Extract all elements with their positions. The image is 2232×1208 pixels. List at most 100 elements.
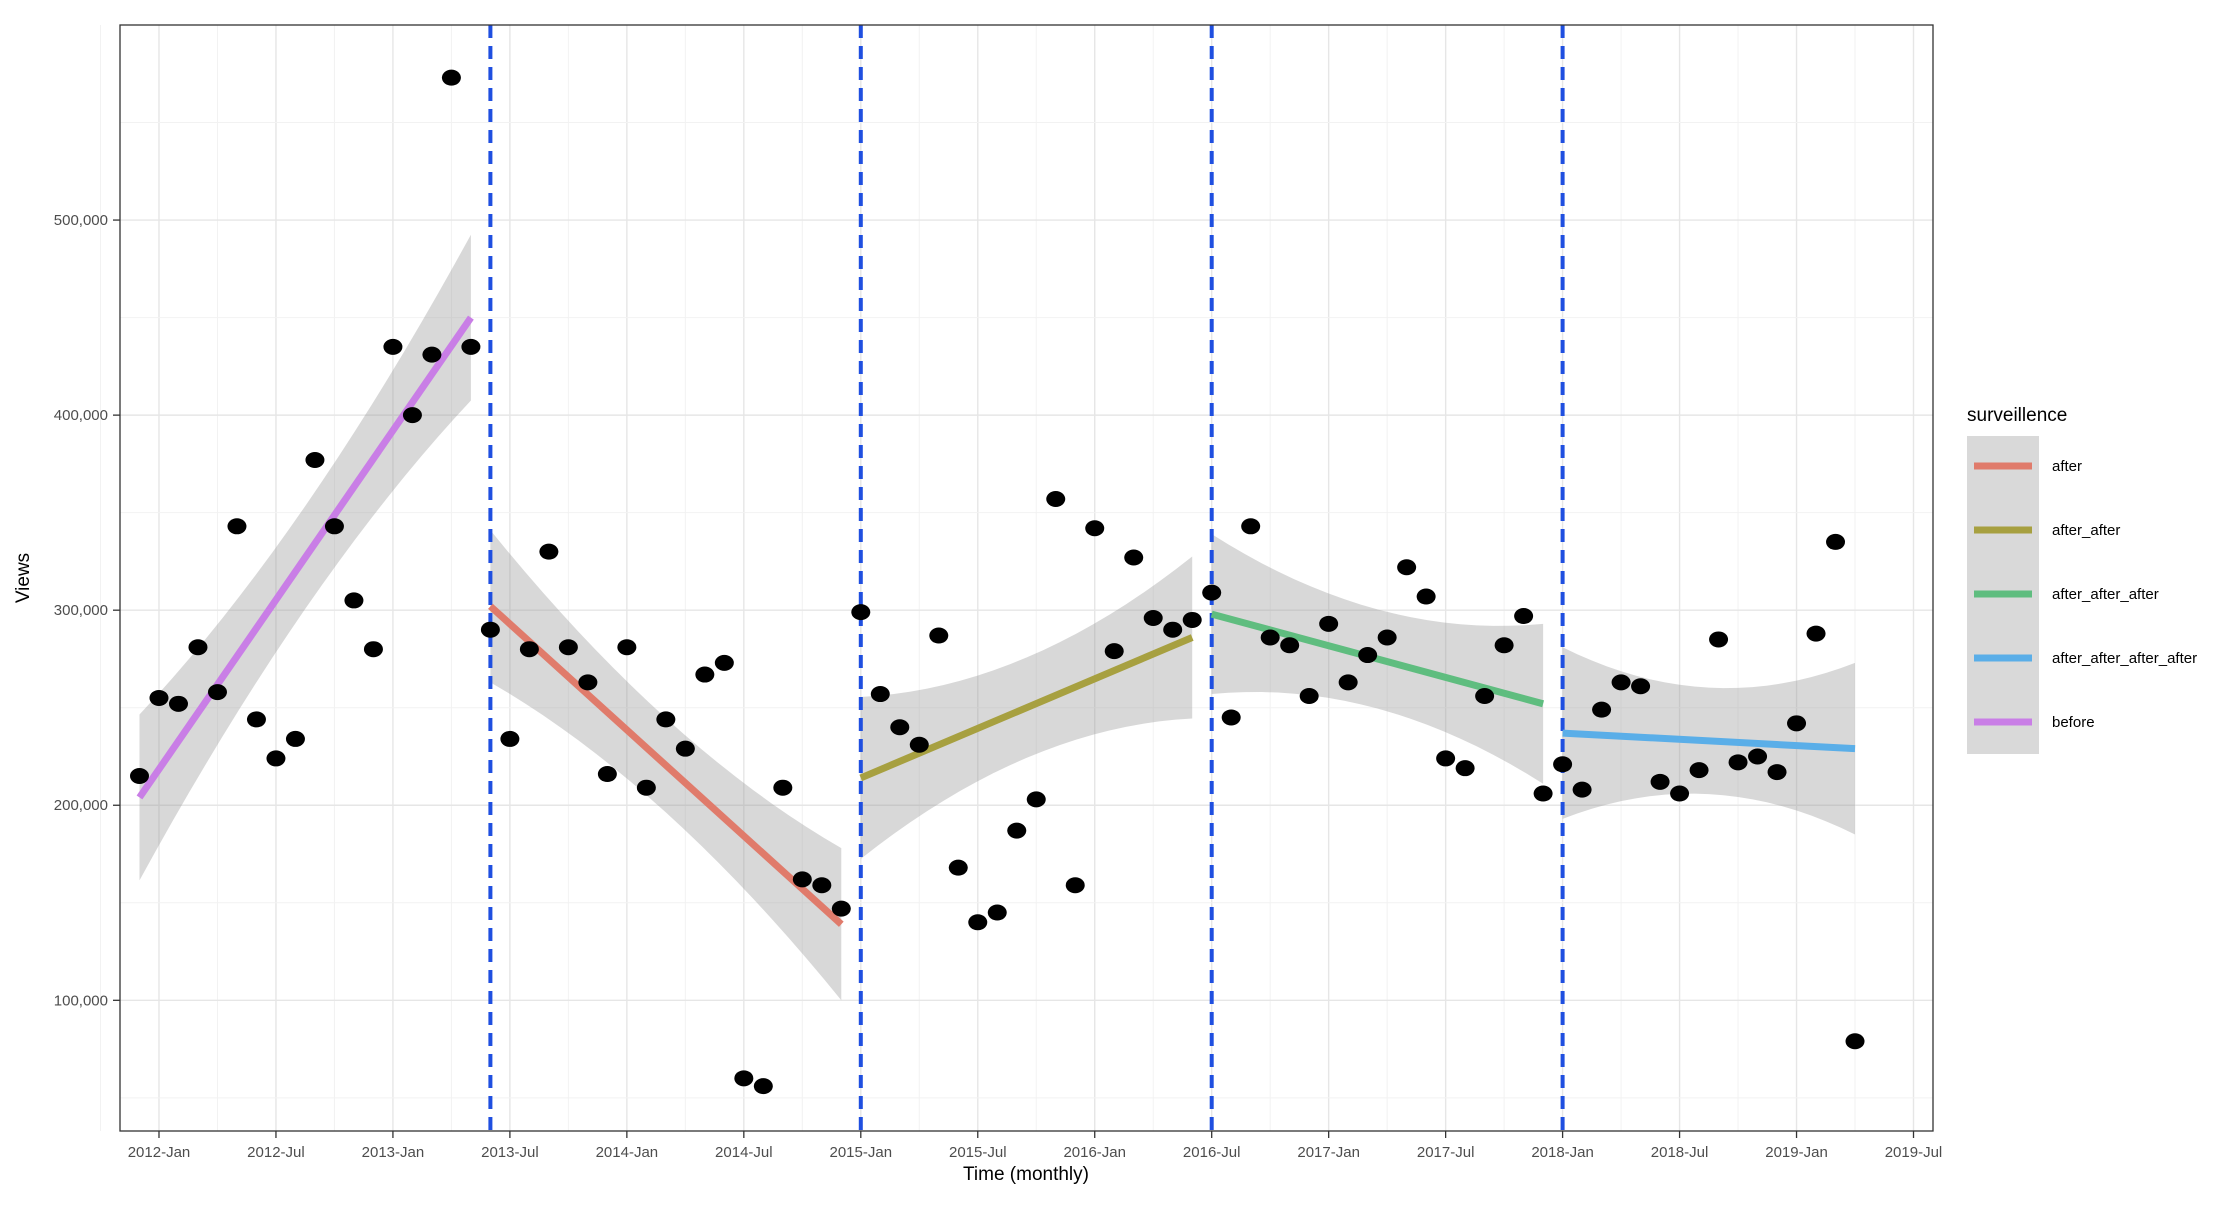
data-point [539,543,559,560]
data-point [597,766,617,783]
data-point [695,666,715,683]
data-point [1572,781,1592,798]
x-axis: 2012-Jan 2012-Jul 2013-Jan 2013-Jul 2014-Jan… [128,1131,1943,1161]
x-tick-label: 2018-Jul [1651,1144,1709,1161]
data-point [1787,715,1807,732]
grid [100,25,1933,1131]
data-point [890,719,910,736]
data-point [1728,754,1748,771]
data-point [1767,764,1787,781]
data-point [1631,678,1651,695]
data-point [1182,611,1202,628]
data-point [1241,518,1261,535]
fit-line-after_after_after_after [1562,729,1856,753]
legend-label-after_after_after: after_after_after [2052,586,2159,603]
data-point [227,518,247,535]
x-tick-label: 2019-Jul [1885,1144,1943,1161]
data-point [1299,688,1319,705]
data-point [1533,785,1553,802]
breakpoint-lines [488,25,1565,1131]
x-tick-label: 2013-Jan [362,1144,425,1161]
x-tick-label: 2016-Jan [1063,1144,1126,1161]
data-point [1553,756,1573,773]
y-tick-label: 400,000 [54,407,108,424]
data-point [1748,748,1768,765]
data-point [461,338,481,355]
data-point [909,736,929,753]
data-point [402,407,422,424]
data-point [617,639,637,656]
data-point [1611,674,1631,691]
data-point [344,592,364,609]
data-point [929,627,949,644]
data-point [1806,625,1826,642]
fit-line-after [488,603,844,927]
data-point [1689,762,1709,779]
data-point [773,779,793,796]
y-tick-label: 100,000 [54,992,108,1009]
data-point [948,859,968,876]
data-point [149,689,169,706]
data-point [1514,608,1534,625]
data-point [1104,643,1124,660]
data-point [675,740,695,757]
data-point [1026,791,1046,808]
data-point [1085,520,1105,537]
x-tick-label: 2018-Jan [1531,1144,1594,1161]
data-point [383,338,403,355]
data-point [1475,688,1495,705]
y-axis-title: Views [13,553,34,603]
data-point [656,711,676,728]
legend-label-after_after: after_after [2052,522,2120,539]
data-point [480,621,500,638]
data-point [558,639,578,656]
data-point [1416,588,1436,605]
x-tick-label: 2013-Jul [481,1144,539,1161]
data-point [1358,647,1378,664]
data-point [831,900,851,917]
data-point [285,730,305,747]
data-point [1124,549,1144,566]
y-axis: 100,000 200,000 300,000 400,000 500,000 [54,212,120,1009]
data-point [500,730,520,747]
x-tick-label: 2017-Jul [1417,1144,1475,1161]
data-point [1592,701,1612,718]
data-point [519,641,539,658]
legend-label-before: before [2052,714,2095,731]
fit-line-after_after [859,634,1194,782]
legend-label-after_after_after_after: after_after_after_after [2052,650,2197,667]
data-point [1826,533,1846,550]
data-point [1436,750,1456,767]
data-points [129,69,1865,1095]
legend-label-after: after [2052,458,2082,475]
data-point [1397,559,1417,576]
data-point [968,914,988,931]
data-point [324,518,344,535]
panel-border [119,24,1934,1132]
data-point [1338,674,1358,691]
x-tick-label: 2019-Jan [1765,1144,1828,1161]
data-point [363,641,383,658]
x-tick-label: 2016-Jul [1183,1144,1241,1161]
y-tick-label: 500,000 [54,212,108,229]
x-tick-label: 2014-Jan [596,1144,659,1161]
data-point [246,711,266,728]
data-point [1065,877,1085,894]
data-point [168,695,188,712]
legend: surveillence after after_after after_after… [1967,405,2197,754]
data-point [792,871,812,888]
data-point [1163,621,1183,638]
fit-line-before [136,315,474,800]
data-point [1007,822,1027,839]
x-tick-label: 2015-Jul [949,1144,1007,1161]
data-point [851,604,871,621]
data-point [1650,773,1670,790]
x-tick-label: 2012-Jul [247,1144,305,1161]
data-point [1494,637,1514,654]
data-point [422,346,442,363]
data-point [987,904,1007,921]
fit-lines [136,315,1856,927]
data-point [1221,709,1241,726]
data-point [1046,491,1066,507]
